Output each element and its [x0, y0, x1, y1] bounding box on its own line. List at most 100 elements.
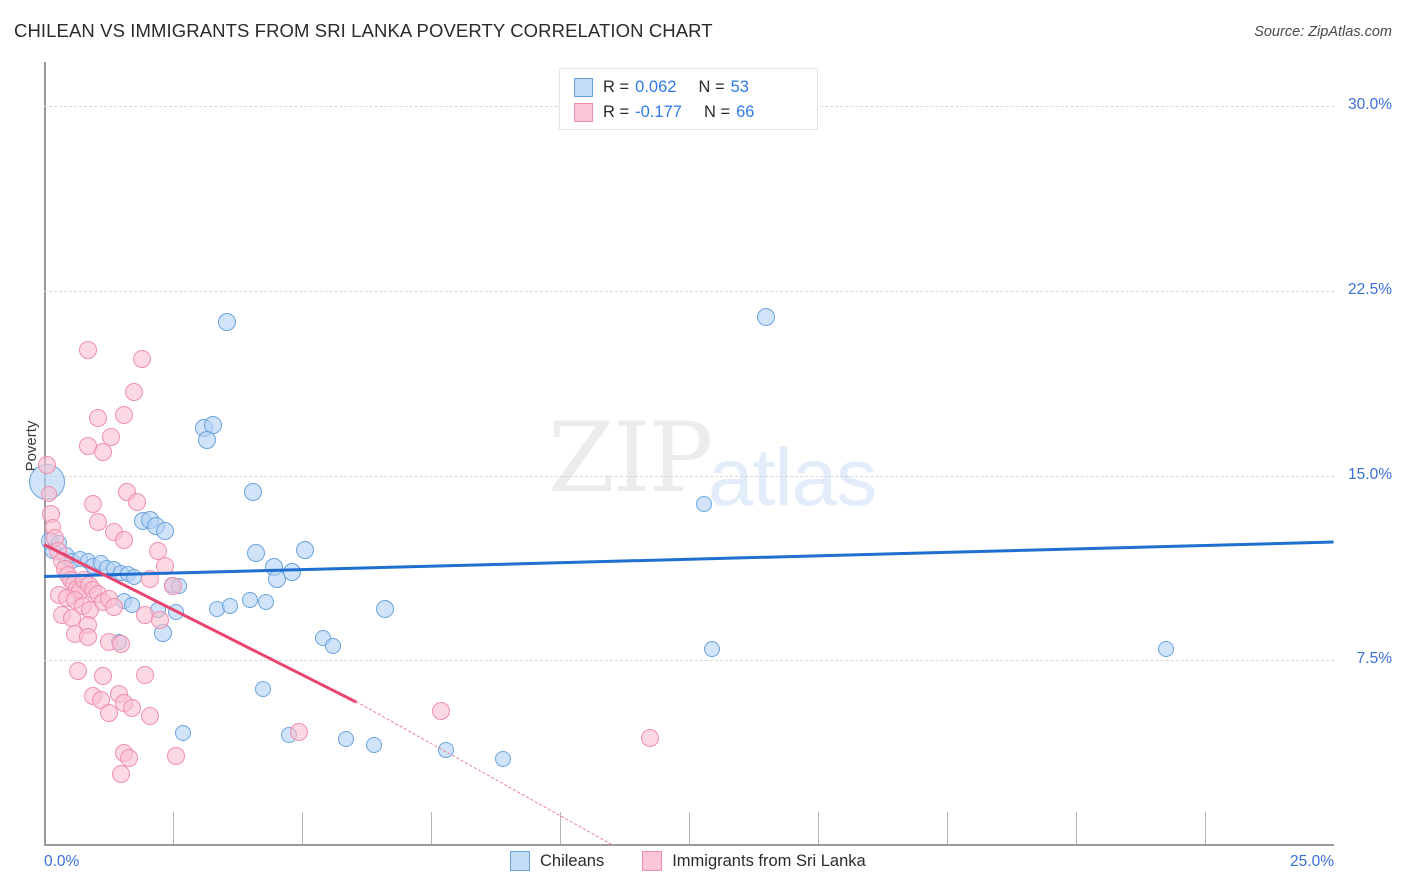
scatter-point-blue[interactable]: [324, 637, 341, 654]
footer-legend-item-chileans[interactable]: Chileans: [510, 851, 604, 871]
scatter-point-pink[interactable]: [125, 382, 144, 401]
y-axis-line: [44, 62, 46, 845]
x-axis-tick: [947, 812, 948, 844]
footer-legend-label-srilanka: Immigrants from Sri Lanka: [672, 851, 866, 870]
x-axis-tick: [560, 812, 561, 844]
y-axis-tick-label: 7.5%: [1356, 650, 1392, 668]
scatter-point-pink[interactable]: [94, 667, 113, 686]
x-axis-tick: [431, 812, 432, 844]
scatter-point-blue[interactable]: [257, 594, 274, 611]
scatter-point-blue[interactable]: [704, 641, 721, 658]
scatter-point-blue[interactable]: [167, 604, 184, 621]
scatter-point-blue[interactable]: [438, 742, 455, 759]
scatter-point-pink[interactable]: [432, 701, 451, 720]
scatter-point-pink[interactable]: [84, 494, 103, 513]
scatter-point-blue[interactable]: [126, 568, 143, 585]
scatter-point-pink[interactable]: [37, 455, 56, 474]
scatter-point-pink[interactable]: [68, 662, 87, 681]
scatter-point-pink[interactable]: [78, 341, 97, 360]
watermark-zip-text: ZIP: [548, 402, 713, 514]
scatter-point-pink[interactable]: [78, 627, 97, 646]
x-axis-tick: [1205, 812, 1206, 844]
scatter-point-pink[interactable]: [89, 513, 108, 532]
scatter-point-blue[interactable]: [495, 750, 512, 767]
scatter-point-blue[interactable]: [246, 544, 265, 563]
scatter-point-blue[interactable]: [123, 596, 140, 613]
scatter-point-pink[interactable]: [133, 349, 152, 368]
footer-legend-label-chileans: Chileans: [540, 851, 605, 870]
scatter-point-pink[interactable]: [135, 666, 154, 685]
scatter-point-pink[interactable]: [127, 492, 146, 511]
stats-n-value-srilanka: 66: [736, 103, 755, 121]
scatter-point-blue[interactable]: [175, 724, 192, 741]
scatter-point-blue[interactable]: [1158, 641, 1175, 658]
scatter-point-pink[interactable]: [99, 704, 118, 723]
stats-row-srilanka: R = -0.177 N = 66: [574, 100, 807, 125]
stats-r-key-chileans: R =: [603, 78, 630, 96]
source-label: Source: ZipAtlas.com: [1254, 24, 1392, 40]
scatter-point-pink[interactable]: [94, 443, 113, 462]
stats-row-chileans: R = 0.062 N = 53: [574, 75, 807, 100]
scatter-point-pink[interactable]: [166, 747, 185, 766]
scatter-point-pink[interactable]: [122, 699, 141, 718]
legend-swatch-chileans-icon: [574, 78, 593, 97]
x-axis-label-max: 25.0%: [1290, 853, 1334, 870]
page-title: CHILEAN VS IMMIGRANTS FROM SRI LANKA POV…: [14, 20, 713, 41]
scatter-point-blue[interactable]: [366, 737, 383, 754]
x-axis-tick: [173, 812, 174, 844]
scatter-point-blue[interactable]: [242, 592, 259, 608]
stats-r-value-srilanka: -0.177: [635, 103, 682, 121]
scatter-point-pink[interactable]: [140, 706, 159, 725]
y-axis-tick-label: 15.0%: [1348, 465, 1392, 483]
scatter-point-pink[interactable]: [102, 428, 121, 447]
x-axis-tick: [302, 812, 303, 844]
footer-legend: Chileans Immigrants from Sri Lanka: [510, 851, 904, 871]
scatter-point-blue[interactable]: [197, 430, 216, 449]
trendline-blue: [43, 540, 1335, 579]
watermark-atlas-text: atlas: [708, 432, 877, 523]
scatter-point-pink[interactable]: [164, 577, 182, 596]
scatter-point-pink[interactable]: [290, 722, 309, 741]
scatter-point-pink[interactable]: [151, 610, 170, 629]
scatter-point-pink[interactable]: [89, 408, 108, 427]
scatter-point-blue[interactable]: [696, 495, 713, 512]
scatter-point-blue[interactable]: [337, 731, 354, 748]
plot-area: ZIP atlas: [28, 62, 1335, 845]
scatter-point-pink[interactable]: [104, 598, 123, 617]
scatter-point-pink[interactable]: [41, 486, 58, 503]
scatter-point-pink[interactable]: [114, 406, 133, 425]
scatter-point-blue[interactable]: [757, 307, 776, 326]
stats-r-value-chileans: 0.062: [635, 78, 677, 96]
scatter-point-pink[interactable]: [641, 728, 660, 747]
x-axis-line: [44, 844, 1334, 846]
footer-legend-item-srilanka[interactable]: Immigrants from Sri Lanka: [642, 851, 866, 871]
stats-r-key-srilanka: R =: [603, 103, 630, 121]
scatter-point-blue[interactable]: [295, 540, 314, 559]
scatter-point-blue[interactable]: [255, 680, 272, 697]
scatter-point-pink[interactable]: [140, 570, 159, 589]
scatter-point-pink[interactable]: [112, 635, 131, 654]
scatter-point-blue[interactable]: [282, 562, 301, 581]
scatter-point-blue[interactable]: [218, 312, 237, 331]
scatter-point-pink[interactable]: [120, 748, 139, 767]
scatter-point-pink[interactable]: [156, 556, 175, 575]
x-axis-tick: [818, 812, 819, 844]
x-axis-tick: [1076, 812, 1077, 844]
scatter-point-blue[interactable]: [156, 522, 175, 541]
footer-swatch-srilanka-icon: [642, 851, 663, 871]
stats-n-key-srilanka: N =: [703, 103, 731, 121]
scatter-point-blue[interactable]: [375, 599, 394, 618]
y-axis-tick-label: 30.0%: [1348, 96, 1392, 114]
scatter-point-pink[interactable]: [112, 764, 131, 783]
gridline-y: [44, 290, 1334, 292]
scatter-point-pink[interactable]: [78, 437, 97, 456]
stats-n-key-chileans: N =: [698, 78, 725, 96]
stats-n-value-chileans: 53: [730, 78, 749, 96]
scatter-point-pink[interactable]: [114, 530, 133, 549]
trendline-pink-extrapolated: [355, 701, 612, 845]
scatter-point-blue[interactable]: [243, 482, 262, 501]
y-axis-tick-label: 22.5%: [1348, 280, 1392, 298]
scatter-point-blue[interactable]: [221, 598, 238, 615]
gridline-y: [44, 660, 1334, 662]
